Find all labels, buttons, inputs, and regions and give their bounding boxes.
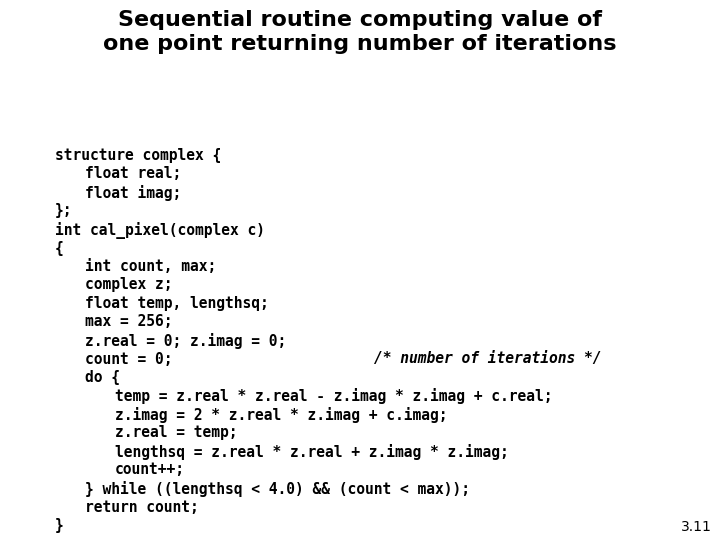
Text: do {: do {	[85, 370, 120, 385]
Text: /* number of iterations */: /* number of iterations */	[374, 352, 602, 367]
Text: } while ((lengthsq < 4.0) && (count < max));: } while ((lengthsq < 4.0) && (count < ma…	[85, 481, 470, 497]
Text: complex z;: complex z;	[85, 278, 173, 293]
Text: {: {	[55, 240, 64, 255]
Text: z.real = 0; z.imag = 0;: z.real = 0; z.imag = 0;	[85, 333, 287, 349]
Text: temp = z.real * z.real - z.imag * z.imag + c.real;: temp = z.real * z.real - z.imag * z.imag…	[115, 388, 552, 404]
Text: int count, max;: int count, max;	[85, 259, 216, 274]
Text: z.imag = 2 * z.real * z.imag + c.imag;: z.imag = 2 * z.real * z.imag + c.imag;	[115, 407, 448, 423]
Text: return count;: return count;	[85, 500, 199, 515]
Text: max = 256;: max = 256;	[85, 314, 173, 329]
Text: float imag;: float imag;	[85, 185, 181, 201]
Text: 3.11: 3.11	[681, 520, 712, 534]
Text: };: };	[55, 204, 73, 219]
Text: count++;: count++;	[115, 462, 185, 477]
Text: count = 0;: count = 0;	[85, 352, 173, 367]
Text: float temp, lengthsq;: float temp, lengthsq;	[85, 296, 269, 311]
Text: lengthsq = z.real * z.real + z.imag * z.imag;: lengthsq = z.real * z.real + z.imag * z.…	[115, 444, 509, 460]
Text: z.real = temp;: z.real = temp;	[115, 426, 238, 441]
Text: int cal_pixel(complex c): int cal_pixel(complex c)	[55, 222, 265, 239]
Text: }: }	[55, 518, 64, 533]
Text: structure complex {: structure complex {	[55, 148, 221, 163]
Text: float real;: float real;	[85, 166, 181, 181]
Text: Sequential routine computing value of
one point returning number of iterations: Sequential routine computing value of on…	[103, 10, 617, 54]
